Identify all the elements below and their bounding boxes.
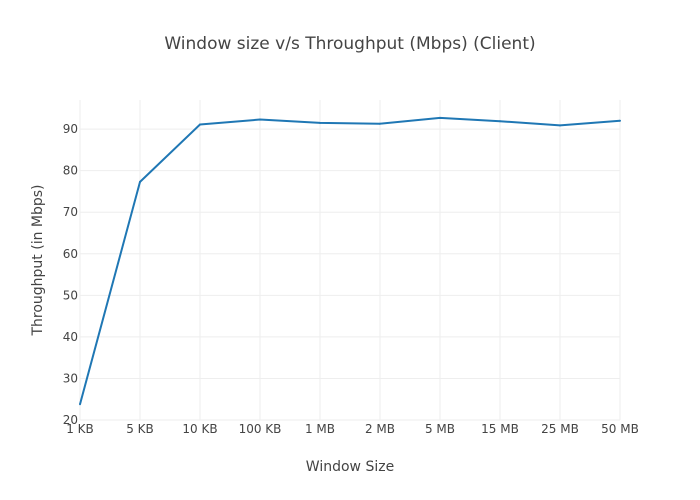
y-tick-label: 80 [63, 164, 78, 178]
y-tick-label: 40 [63, 330, 78, 344]
data-point [259, 118, 261, 121]
y-axis-ticks: 20 30 40 50 60 70 80 90 [63, 122, 78, 427]
y-tick-label: 30 [63, 371, 78, 385]
data-point [199, 123, 201, 126]
x-tick-label: 1 MB [305, 422, 335, 436]
x-tick-label: 5 MB [425, 422, 455, 436]
y-tick-label: 60 [63, 247, 78, 261]
y-axis-title: Throughput (in Mbps) [30, 184, 46, 336]
x-axis-title: Window Size [306, 459, 394, 475]
chart-title: Window size v/s Throughput (Mbps) (Clien… [164, 34, 535, 54]
x-tick-label: 10 KB [182, 422, 217, 436]
data-point [319, 121, 321, 124]
y-tick-label: 90 [63, 122, 78, 136]
x-axis-ticks: 1 KB 5 KB 10 KB 100 KB 1 MB 2 MB 5 MB 15 MB 25 M… [66, 422, 639, 436]
y-tick-label: 20 [63, 413, 78, 427]
series-line [79, 116, 621, 405]
x-tick-label: 25 MB [541, 422, 579, 436]
data-point [379, 122, 381, 125]
x-tick-label: 50 MB [601, 422, 639, 436]
data-point [439, 116, 441, 119]
data-point [139, 180, 141, 183]
gridlines [79, 100, 621, 421]
series-group [79, 116, 621, 406]
x-tick-label: 1 KB [66, 422, 94, 436]
data-point [559, 124, 561, 127]
x-tick-label: 5 KB [126, 422, 154, 436]
data-point [619, 119, 621, 122]
x-tick-label: 15 MB [481, 422, 519, 436]
y-tick-label: 70 [63, 205, 78, 219]
x-tick-label: 2 MB [365, 422, 395, 436]
y-tick-label: 50 [63, 288, 78, 302]
data-point [499, 120, 501, 123]
x-tick-label: 100 KB [239, 422, 282, 436]
data-point [79, 403, 81, 406]
